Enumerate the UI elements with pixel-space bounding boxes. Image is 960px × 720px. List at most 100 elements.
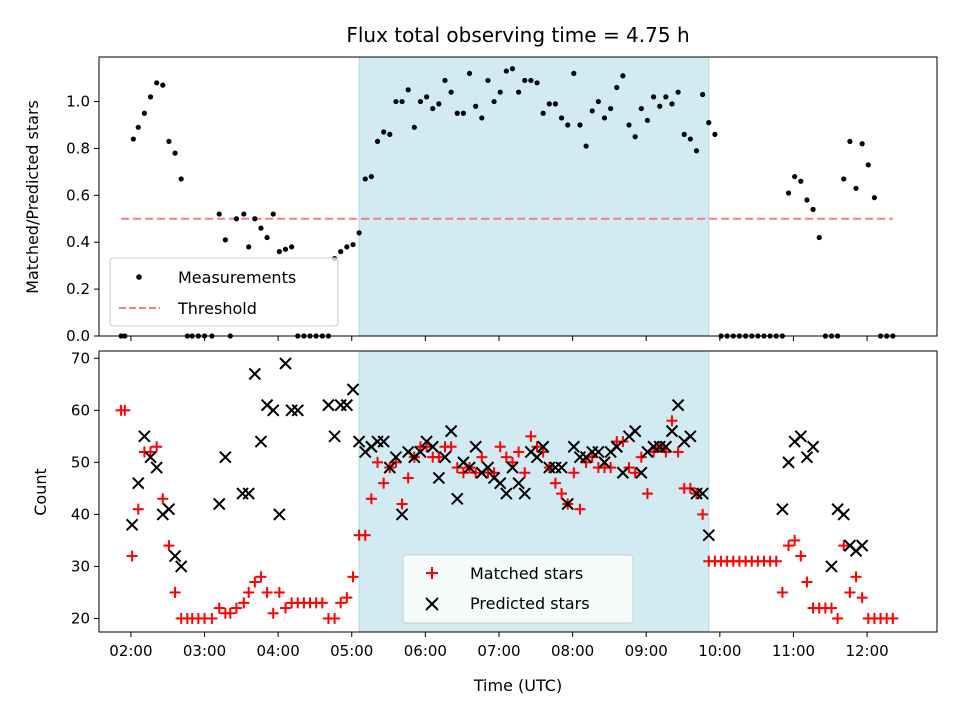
measurement-point bbox=[614, 84, 620, 91]
measurement-point bbox=[282, 246, 289, 252]
matched-star-point bbox=[825, 602, 837, 614]
top-legend-box bbox=[109, 257, 339, 327]
x-tick-label: 12:00 bbox=[845, 642, 888, 660]
y-tick-label: 0.2 bbox=[66, 280, 90, 298]
matched-star-point bbox=[335, 597, 347, 609]
matched-star-point bbox=[856, 592, 868, 604]
x-tick-label: 05:00 bbox=[330, 642, 373, 660]
predicted-star-point bbox=[530, 450, 544, 464]
measurement-point bbox=[454, 110, 460, 116]
predicted-star-point bbox=[855, 539, 869, 552]
measurement-point bbox=[871, 195, 878, 201]
predicted-star-point bbox=[782, 456, 795, 469]
predicted-star-point bbox=[383, 461, 396, 474]
predicted-star-point bbox=[665, 424, 679, 438]
measurement-point bbox=[466, 70, 473, 77]
measurement-point bbox=[497, 89, 503, 95]
x-tick-label: 09:00 bbox=[625, 642, 668, 660]
measurement-point bbox=[804, 197, 810, 203]
matched-star-point bbox=[421, 441, 433, 453]
matched-stars-points bbox=[115, 404, 899, 624]
predicted-star-point bbox=[432, 471, 446, 485]
y-tick-label: 0.8 bbox=[66, 139, 90, 157]
x-tick-label: 03:00 bbox=[183, 642, 226, 660]
measurement-point bbox=[405, 87, 411, 93]
measurement-point bbox=[565, 122, 571, 128]
measurement-point bbox=[233, 216, 240, 222]
predicted-star-point bbox=[322, 398, 335, 412]
measurement-point bbox=[638, 105, 644, 112]
predicted-star-point bbox=[352, 435, 366, 448]
y-tick-label: 60 bbox=[71, 401, 90, 419]
measurement-point bbox=[841, 176, 847, 182]
measurement-point bbox=[589, 108, 595, 114]
predicted-star-point bbox=[254, 435, 268, 448]
matched-star-point bbox=[850, 571, 862, 583]
measurement-point bbox=[166, 138, 172, 145]
measurement-point bbox=[706, 120, 712, 126]
measurement-point bbox=[632, 134, 638, 140]
measurement-point bbox=[172, 150, 178, 156]
y-tick-label: 1.0 bbox=[66, 93, 90, 111]
y-tick-label: 70 bbox=[71, 349, 90, 367]
predicted-star-point bbox=[168, 549, 182, 563]
matched-star-point bbox=[402, 472, 414, 484]
predicted-star-point bbox=[469, 440, 482, 453]
predicted-star-point bbox=[567, 440, 581, 453]
predicted-star-point bbox=[236, 487, 249, 500]
measurement-point bbox=[430, 105, 436, 112]
measurement-point bbox=[246, 244, 252, 250]
matched-star-point bbox=[672, 446, 684, 458]
bottom-y-axis-label: Count bbox=[31, 468, 50, 516]
top-plot-frame bbox=[98, 56, 938, 337]
y-tick-label: 0.4 bbox=[66, 233, 90, 251]
matched-star-point bbox=[513, 446, 525, 458]
measurement-point bbox=[681, 131, 687, 137]
measurement-point bbox=[650, 94, 657, 100]
matched-star-point bbox=[568, 467, 580, 479]
top-legend: Measurements Threshold bbox=[109, 257, 339, 327]
measurement-point bbox=[387, 131, 393, 137]
measurement-point bbox=[264, 234, 270, 241]
predicted-star-point bbox=[561, 497, 574, 511]
matched-star-point bbox=[378, 477, 390, 489]
bottom-panel: 20 30 40 50 60 70 02:00 03:00 04:00 05:00 06:00 07… bbox=[31, 349, 938, 695]
measurement-point bbox=[712, 131, 718, 137]
predicted-star-point bbox=[334, 398, 347, 412]
measurement-point bbox=[620, 73, 626, 79]
predicted-star-point bbox=[536, 440, 550, 453]
top-y-ticks: 0.0 0.2 0.4 0.6 0.8 1.0 bbox=[66, 93, 99, 345]
top-y-axis-label: Matched/Predicted stars bbox=[23, 100, 42, 294]
matched-star-point bbox=[145, 446, 157, 458]
matched-star-point bbox=[648, 446, 660, 458]
measurement-point bbox=[485, 77, 491, 84]
legend-matched-label: Matched stars bbox=[470, 564, 583, 583]
bottom-x-ticks: 02:00 03:00 04:00 05:00 06:00 07:00 08:00 09:00… bbox=[109, 632, 889, 660]
measurement-point bbox=[241, 211, 247, 217]
measurement-point bbox=[460, 110, 467, 116]
matched-star-point bbox=[783, 540, 795, 552]
legend-matched-marker bbox=[426, 567, 438, 579]
matched-star-point bbox=[433, 451, 445, 463]
predicted-star-point bbox=[806, 440, 820, 453]
matched-star-point bbox=[519, 467, 531, 479]
measurement-point bbox=[644, 117, 651, 123]
measurement-point bbox=[368, 173, 374, 180]
matched-star-point bbox=[697, 508, 709, 520]
chart-title: Flux total observing time = 4.75 h bbox=[346, 23, 689, 47]
measurement-point bbox=[626, 122, 632, 128]
matched-star-point bbox=[249, 576, 261, 588]
predicted-star-point bbox=[242, 487, 255, 500]
legend-predicted-label: Predicted stars bbox=[470, 594, 590, 613]
x-tick-label: 07:00 bbox=[477, 642, 520, 660]
measurement-point bbox=[350, 241, 356, 248]
predicted-star-point bbox=[377, 435, 390, 448]
measurement-point bbox=[252, 216, 258, 222]
matched-star-point bbox=[838, 540, 850, 552]
matched-star-point bbox=[770, 555, 782, 567]
measurement-point bbox=[798, 178, 804, 184]
predicted-star-point bbox=[144, 450, 157, 464]
measurement-point bbox=[865, 162, 871, 168]
matched-star-point bbox=[684, 482, 696, 494]
measurement-point bbox=[546, 101, 552, 107]
